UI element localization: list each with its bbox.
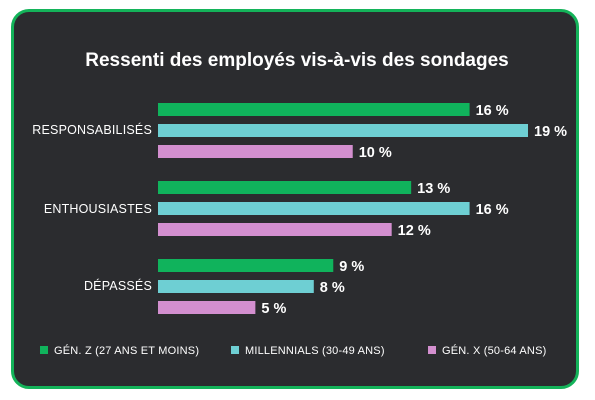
chart-card	[11, 9, 579, 389]
legend-swatch	[40, 346, 48, 354]
bar	[158, 145, 353, 158]
data-label: 9 %	[339, 259, 364, 275]
category-label: RESPONSABILISÉS	[32, 122, 152, 137]
data-label: 16 %	[476, 103, 509, 119]
chart-title: Ressenti des employés vis-à-vis des sond…	[85, 50, 508, 71]
bar	[158, 259, 334, 272]
category-label: ENTHOUSIASTES	[44, 202, 152, 216]
bar	[158, 280, 314, 293]
category-label: DÉPASSÉS	[84, 278, 152, 293]
bar	[158, 124, 528, 137]
data-label: 12 %	[398, 223, 431, 239]
legend-label: GÉN. X (50-64 ANS)	[442, 344, 546, 357]
data-label: 16 %	[476, 202, 509, 218]
legend-swatch	[428, 346, 436, 354]
data-label: 5 %	[261, 301, 286, 317]
bar	[158, 223, 392, 236]
bar	[158, 301, 256, 314]
data-label: 8 %	[320, 280, 345, 296]
bar	[158, 181, 412, 194]
data-label: 13 %	[417, 181, 450, 197]
data-label: 19 %	[534, 124, 567, 140]
legend-label: MILLENNIALS (30-49 ANS)	[245, 345, 385, 357]
legend-label: GÉN. Z (27 ANS ET MOINS)	[54, 344, 199, 357]
bar	[158, 103, 470, 116]
legend-swatch	[231, 346, 239, 354]
bar	[158, 202, 470, 215]
data-label: 10 %	[359, 145, 392, 161]
